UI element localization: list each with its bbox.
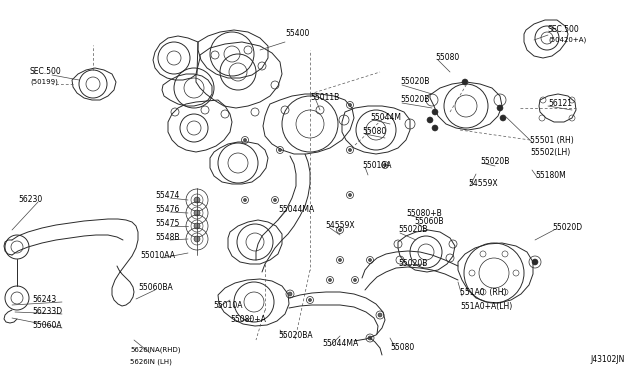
Text: 56233D: 56233D (32, 308, 62, 317)
Text: 55020B: 55020B (480, 157, 509, 167)
Text: 551A0+A(LH): 551A0+A(LH) (460, 301, 512, 311)
Text: 55044M: 55044M (370, 113, 401, 122)
Text: 55080+B: 55080+B (406, 208, 442, 218)
Circle shape (278, 148, 282, 151)
Text: 5626IN (LH): 5626IN (LH) (130, 359, 172, 365)
Circle shape (497, 105, 503, 111)
Circle shape (288, 292, 292, 296)
Text: J43102JN: J43102JN (590, 356, 625, 365)
Circle shape (308, 298, 312, 301)
Text: 55010A: 55010A (362, 160, 392, 170)
Circle shape (432, 109, 438, 115)
Text: 5548B: 5548B (155, 234, 179, 243)
Circle shape (353, 279, 356, 282)
Text: 56230: 56230 (18, 196, 42, 205)
Text: 55060B: 55060B (414, 218, 444, 227)
Text: 55011B: 55011B (310, 93, 339, 103)
Text: 55080: 55080 (435, 54, 460, 62)
Text: 54559X: 54559X (325, 221, 355, 230)
Text: 55010AA: 55010AA (140, 251, 175, 260)
Text: 56243: 56243 (32, 295, 56, 305)
Text: 5626INA(RHD): 5626INA(RHD) (130, 347, 180, 353)
Circle shape (369, 259, 371, 262)
Text: 55020B: 55020B (400, 96, 429, 105)
Circle shape (427, 117, 433, 123)
Text: 55020BA: 55020BA (278, 330, 312, 340)
Circle shape (349, 193, 351, 196)
Circle shape (462, 79, 468, 85)
Circle shape (328, 279, 332, 282)
Text: 55476: 55476 (155, 205, 179, 215)
Text: 56121: 56121 (548, 99, 572, 108)
Circle shape (194, 197, 200, 203)
Text: 55044MA: 55044MA (322, 340, 358, 349)
Text: 55502(LH): 55502(LH) (530, 148, 570, 157)
Circle shape (243, 138, 246, 141)
Circle shape (378, 313, 382, 317)
Text: 55020D: 55020D (552, 224, 582, 232)
Circle shape (194, 223, 200, 229)
Circle shape (432, 125, 438, 131)
Circle shape (349, 103, 351, 106)
Circle shape (273, 199, 276, 202)
Circle shape (339, 228, 342, 231)
Text: 55501 (RH): 55501 (RH) (530, 135, 573, 144)
Circle shape (339, 259, 342, 262)
Text: 55475: 55475 (155, 219, 179, 228)
Circle shape (194, 236, 200, 242)
Text: SEC.500: SEC.500 (30, 67, 61, 77)
Text: 55044MA: 55044MA (278, 205, 314, 215)
Circle shape (368, 336, 372, 340)
Text: 55010A: 55010A (213, 301, 243, 310)
Text: 55180M: 55180M (535, 170, 566, 180)
Circle shape (194, 210, 200, 216)
Circle shape (500, 115, 506, 121)
Text: 55080: 55080 (390, 343, 414, 352)
Text: 55020B: 55020B (400, 77, 429, 87)
Text: 55060A: 55060A (32, 321, 61, 330)
Text: 55080+A: 55080+A (230, 315, 266, 324)
Text: 55020B: 55020B (398, 225, 428, 234)
Circle shape (349, 148, 351, 151)
Text: (50199): (50199) (30, 79, 58, 85)
Circle shape (243, 199, 246, 202)
Text: (50420+A): (50420+A) (548, 37, 586, 43)
Circle shape (532, 259, 538, 265)
Text: 55474: 55474 (155, 192, 179, 201)
Text: 55400: 55400 (285, 29, 309, 38)
Circle shape (383, 164, 387, 167)
Text: 55080: 55080 (362, 128, 387, 137)
Text: 551A0  (RH): 551A0 (RH) (460, 289, 506, 298)
Text: 55060BA: 55060BA (138, 283, 173, 292)
Text: SEC.500: SEC.500 (548, 26, 580, 35)
Text: 54559X: 54559X (468, 179, 498, 187)
Text: 55020B: 55020B (398, 259, 428, 267)
